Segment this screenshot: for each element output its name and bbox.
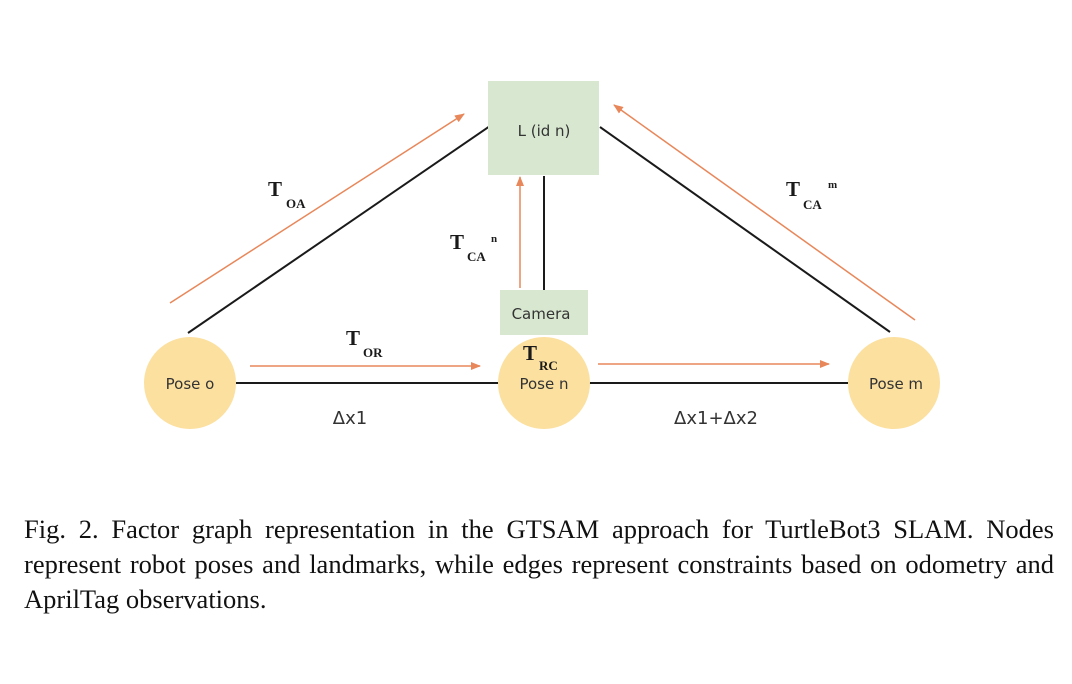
svg-text:m: m: [828, 179, 837, 191]
svg-text:CA: CA: [467, 249, 486, 264]
edge-pose-o-to-landmark: [187, 125, 491, 334]
landmark-label: L (id n): [518, 122, 571, 140]
svg-text:CA: CA: [803, 197, 822, 212]
svg-text:RC: RC: [539, 358, 558, 373]
svg-text:T: T: [786, 177, 800, 201]
arrow-t-ca-m: [613, 104, 916, 321]
svg-text:T: T: [346, 326, 360, 350]
pose-n-label: Pose n: [519, 375, 568, 393]
landmark-node: [488, 81, 599, 175]
label-t-or: T OR: [346, 326, 383, 360]
svg-text:T: T: [523, 341, 537, 365]
pose-m-node: [848, 337, 940, 429]
pose-m-label: Pose m: [869, 375, 923, 393]
svg-text:T: T: [268, 177, 282, 201]
svg-text:OR: OR: [363, 345, 383, 360]
svg-text:n: n: [491, 233, 497, 245]
edge-pose-m-to-landmark: [599, 126, 891, 333]
arrow-t-oa: [169, 113, 465, 304]
label-t-ca-m: T CA m: [786, 177, 837, 212]
pose-n-node: [498, 337, 590, 429]
label-t-ca-n: T CA n: [450, 230, 497, 264]
delta-x1-x2-label: Δx1+Δx2: [674, 408, 758, 429]
svg-text:OA: OA: [286, 196, 306, 211]
delta-x1-label: Δx1: [333, 408, 367, 429]
pose-o-node: [144, 337, 236, 429]
camera-node: [500, 290, 588, 335]
label-t-rc: T RC: [523, 341, 558, 373]
pose-o-label: Pose o: [166, 375, 215, 393]
label-t-oa: T OA: [268, 177, 306, 211]
figure-caption: Fig. 2. Factor graph representation in t…: [24, 514, 1054, 614]
svg-text:T: T: [450, 230, 464, 254]
camera-label: Camera: [512, 305, 571, 323]
